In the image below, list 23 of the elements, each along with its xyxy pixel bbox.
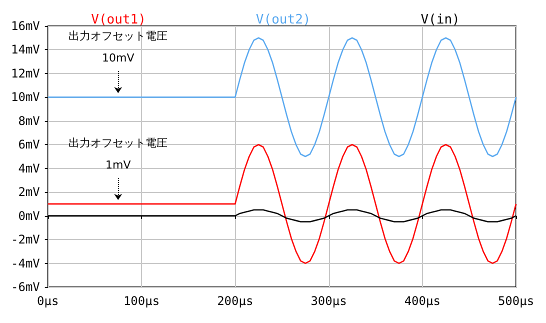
x-tick-label: 300µs xyxy=(310,294,347,308)
y-tick-label: 14mV xyxy=(10,42,40,57)
y-tick-label: 12mV xyxy=(10,66,40,80)
x-tick-label: 0µs xyxy=(37,294,59,308)
x-tick-label: 100µs xyxy=(123,294,160,308)
y-tick-label: -4mV xyxy=(10,256,40,270)
series-label: V(out2) xyxy=(256,12,311,28)
y-tick-label: 6mV xyxy=(18,138,40,152)
x-tick-label: 400µs xyxy=(404,294,440,308)
y-tick-label: -6mV xyxy=(10,280,40,294)
y-tick-label: 2mV xyxy=(18,185,40,200)
y-tick-label: 4mV xyxy=(18,161,40,176)
x-tick-label: 500µs xyxy=(498,294,534,308)
y-tick-label: 0mV xyxy=(18,208,40,223)
text: V(in) xyxy=(420,12,460,28)
text: V(out1) xyxy=(91,12,146,28)
y-tick-label: 8mV xyxy=(18,114,40,128)
y-tick-label: -2mV xyxy=(10,232,40,247)
y-tick-label: 16mV xyxy=(10,19,40,33)
y-tick-label: 10mV xyxy=(10,90,40,104)
annotation: 出力オフセット電圧 10mV xyxy=(68,30,168,65)
annotation: 出力オフセット電圧 1mV xyxy=(68,136,168,172)
x-tick-label: 200µs xyxy=(217,294,254,308)
